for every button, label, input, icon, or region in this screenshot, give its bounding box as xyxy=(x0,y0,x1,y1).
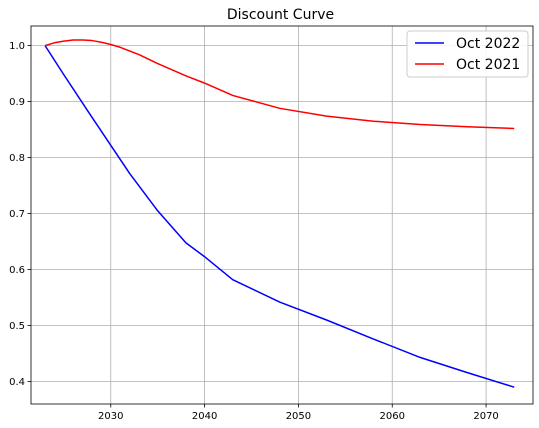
y-tick-label: 1.0 xyxy=(9,41,25,52)
x-tick-label: 2040 xyxy=(192,411,217,422)
grid xyxy=(31,26,533,404)
legend-label: Oct 2021 xyxy=(456,57,520,73)
chart-title: Discount Curve xyxy=(227,7,334,23)
legend: Oct 2022 Oct 2021 xyxy=(406,30,529,78)
plot-frame xyxy=(30,25,534,405)
x-tick-label: 2070 xyxy=(473,411,498,422)
y-tick-label: 0.4 xyxy=(9,377,25,388)
axes: 2030 2040 2050 2060 2070 0.4 0.5 0.6 0.7 0.8 0.9 1.… xyxy=(9,41,499,422)
y-tick-label: 0.8 xyxy=(9,153,25,164)
legend-label: Oct 2022 xyxy=(456,36,520,52)
series-line-0 xyxy=(44,45,515,388)
x-tick-label: 2060 xyxy=(380,411,405,422)
y-tick-label: 0.6 xyxy=(9,265,25,276)
x-tick-label: 2050 xyxy=(286,411,311,422)
y-tick-label: 0.5 xyxy=(9,321,25,332)
x-tick-label: 2030 xyxy=(98,411,123,422)
y-tick-label: 0.7 xyxy=(9,209,25,220)
series-line-1 xyxy=(44,39,515,130)
y-tick-label: 0.9 xyxy=(9,97,25,108)
series-lines xyxy=(44,39,515,388)
